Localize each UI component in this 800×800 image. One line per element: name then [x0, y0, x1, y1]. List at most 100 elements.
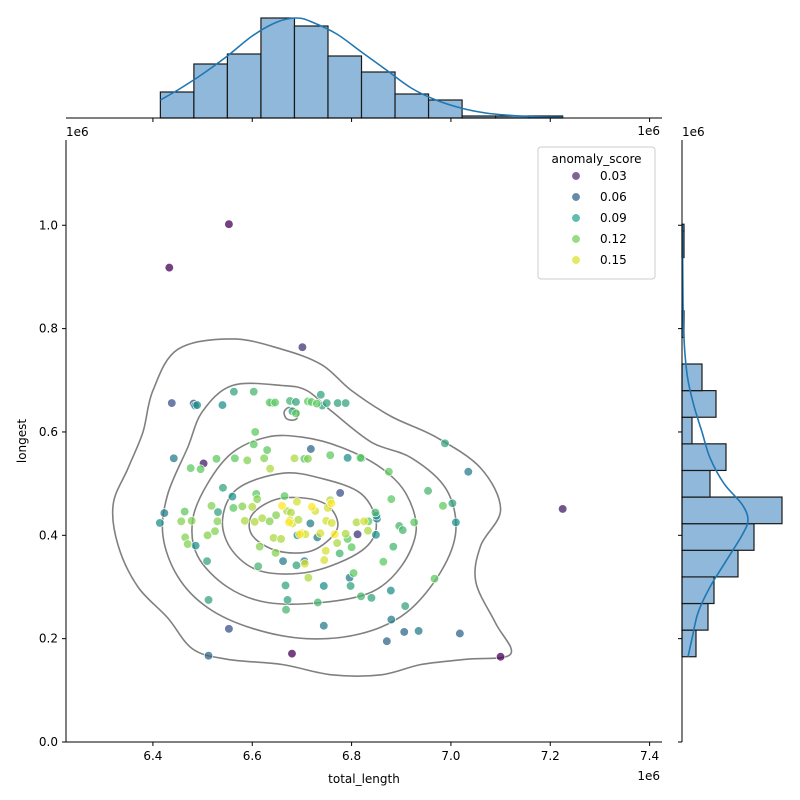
scatter-point	[355, 453, 366, 463]
scatter-point	[366, 593, 377, 603]
top-marginal-histogram	[66, 17, 662, 122]
y-tick-label: 0.2	[39, 632, 58, 646]
scatter-point	[346, 542, 357, 552]
scatter-point	[229, 387, 239, 397]
right-histogram-bar	[681, 549, 739, 578]
y-tick-label: 1.0	[39, 218, 58, 232]
scatter-point	[322, 398, 332, 408]
scatter-point	[413, 626, 424, 636]
y-tick-label: 0.4	[39, 528, 58, 542]
scatter-point	[326, 498, 336, 508]
scatter-point	[455, 628, 465, 639]
legend-frame	[537, 146, 656, 280]
top-kde-curve	[159, 17, 563, 119]
legend-entry-label: 0.15	[600, 253, 627, 267]
scatter-point	[187, 516, 197, 526]
scatter-point	[312, 398, 322, 409]
scatter-point	[180, 506, 190, 517]
kde-contour-line	[111, 338, 513, 677]
scatter-point	[330, 529, 340, 539]
scatter-point	[237, 501, 247, 512]
y-axis-ticks: 0.0 0.2 0.4 0.6 0.8 1.0	[39, 218, 66, 749]
scatter-point	[284, 517, 294, 528]
scatter-point	[276, 534, 286, 544]
scatter-point	[370, 507, 381, 518]
scatter-point	[363, 526, 373, 536]
scatter-point	[315, 528, 325, 538]
scatter-point	[195, 464, 206, 474]
scatter-point	[224, 624, 234, 634]
scatter-point	[279, 491, 290, 501]
y-exponent-label-main: 1e6	[66, 125, 89, 139]
scatter-point	[371, 530, 381, 540]
scatter-point	[183, 539, 193, 549]
scatter-point	[307, 502, 317, 512]
scatter-point	[319, 555, 329, 565]
scatter-point	[297, 342, 308, 352]
scatter-point	[342, 453, 353, 463]
scatter-point	[280, 580, 291, 591]
scatter-point	[291, 408, 301, 419]
scatter-point	[164, 262, 174, 273]
scatter-point	[423, 486, 433, 496]
x-axis-label: total_length	[328, 772, 400, 786]
scatter-point	[277, 501, 287, 511]
scatter-point	[213, 507, 223, 517]
right-histogram-bar	[681, 390, 717, 418]
scatter-point	[333, 398, 343, 408]
scatter-point	[281, 605, 291, 615]
scatter-point	[495, 652, 506, 662]
y-tick-label: 0.6	[39, 425, 58, 439]
scatter-point	[203, 595, 214, 605]
scatter-point	[212, 516, 223, 527]
scatter-point	[429, 574, 440, 584]
scatter-point	[447, 498, 458, 508]
scatter-point	[190, 540, 201, 551]
scatter-point	[335, 488, 345, 498]
scatter-point	[169, 453, 179, 463]
scatter-point	[327, 518, 337, 528]
scatter-point	[399, 627, 409, 637]
legend-title: anomaly_score	[551, 152, 641, 166]
scatter-point	[278, 556, 288, 566]
legend-marker	[571, 213, 581, 223]
scatter-point	[400, 601, 410, 611]
top-histogram-bar	[293, 25, 329, 119]
scatter-point	[255, 542, 265, 552]
right-histogram-bar	[681, 576, 715, 605]
scatter-point	[217, 400, 228, 410]
x-tick-label: 7.4	[640, 749, 659, 763]
scatter-point	[176, 516, 186, 527]
scatter-point	[227, 491, 238, 502]
scatter-point	[159, 508, 169, 518]
x-exponent-label-main: 1e6	[637, 769, 660, 783]
scatter-point	[240, 516, 250, 526]
scatter-point	[321, 546, 331, 556]
scatter-point	[306, 444, 316, 454]
scatter-point	[316, 390, 326, 400]
right-histogram-bar	[681, 363, 703, 392]
scatter-point	[286, 507, 296, 518]
scatter-point	[211, 454, 222, 464]
scatter-point	[282, 595, 293, 605]
scatter-point	[303, 573, 314, 583]
scatter-point	[340, 529, 351, 539]
legend: anomaly_score 0.03 0.06 0.09 0.12 0.15	[537, 146, 656, 280]
kde-contour-line	[221, 472, 378, 575]
scatter-point	[287, 648, 297, 659]
scatter-point	[295, 529, 305, 539]
right-histogram-bar	[681, 416, 693, 445]
x-axis-ticks: 6.4 6.6 6.8 7.0 7.2 7.4	[143, 742, 659, 763]
scatter-point	[206, 501, 217, 511]
scatter-point	[250, 517, 260, 527]
kde-contour-line	[161, 382, 457, 640]
legend-entry-label: 0.03	[600, 169, 627, 183]
scatter-point	[332, 538, 342, 548]
scatter-point	[335, 548, 345, 559]
right-histogram-bar	[681, 443, 727, 472]
scatter-point	[291, 397, 301, 407]
scatter-point	[247, 502, 257, 512]
scatter-point	[325, 450, 335, 460]
